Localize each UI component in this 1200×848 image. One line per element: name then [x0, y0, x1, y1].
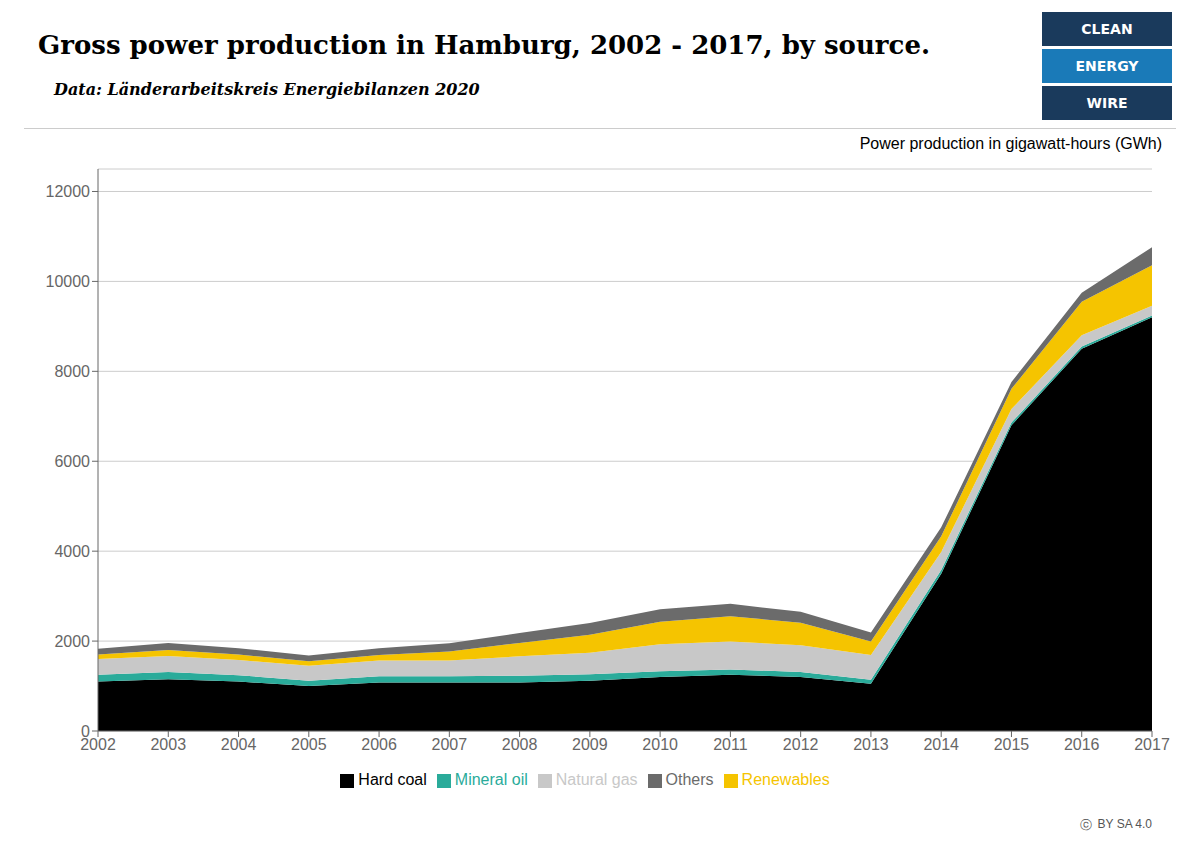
svg-text:2015: 2015 [994, 736, 1030, 753]
svg-text:2008: 2008 [502, 736, 538, 753]
svg-text:12000: 12000 [46, 183, 91, 200]
svg-text:0: 0 [81, 723, 90, 740]
svg-text:2011: 2011 [713, 736, 748, 753]
svg-text:2000: 2000 [54, 633, 90, 650]
svg-text:2006: 2006 [361, 736, 397, 753]
svg-text:2002: 2002 [80, 736, 116, 754]
html-text:Natural gas: Natural gas [555, 771, 638, 788]
svg-text:2014: 2014 [923, 736, 959, 753]
svg-text:4000: 4000 [54, 543, 90, 560]
svg-text:2016: 2016 [1064, 736, 1100, 753]
html-text:ENERGY: ENERGY [1075, 58, 1139, 74]
svg-text:2017: 2017 [1134, 736, 1170, 753]
html-text:CLEAN: CLEAN [1081, 21, 1133, 37]
svg-text:2003: 2003 [150, 736, 186, 753]
html-text:Gross power production in Hamb: Gross power production in Hamburg, 2002 … [38, 30, 930, 60]
html-text:Mineral oil: Mineral oil [454, 771, 528, 788]
svg-text:6000: 6000 [54, 453, 90, 470]
svg-text:10000: 10000 [46, 273, 91, 290]
html-text:WIRE: WIRE [1086, 95, 1128, 111]
html-text:Data: Länderarbeitskreis Energ: Data: Länderarbeitskreis Energiebilanzen… [54, 80, 480, 99]
svg-text:2013: 2013 [853, 736, 889, 753]
svg-text:8000: 8000 [54, 363, 90, 380]
html-text:Renewables: Renewables [741, 771, 830, 788]
html-text:Hard coal: Hard coal [358, 771, 427, 788]
svg-text:2012: 2012 [783, 736, 819, 753]
svg-text:2009: 2009 [572, 736, 608, 753]
html-text:BY SA 4.0: BY SA 4.0 [1097, 817, 1152, 831]
svg-text:2007: 2007 [432, 736, 468, 753]
svg-text:2010: 2010 [642, 736, 678, 753]
html-text:Others: Others [665, 771, 714, 788]
svg-text:2005: 2005 [291, 736, 327, 753]
html-text:Power production in gigawatt-h: Power production in gigawatt-hours (GWh) [859, 135, 1162, 152]
svg-text:2004: 2004 [221, 736, 257, 753]
